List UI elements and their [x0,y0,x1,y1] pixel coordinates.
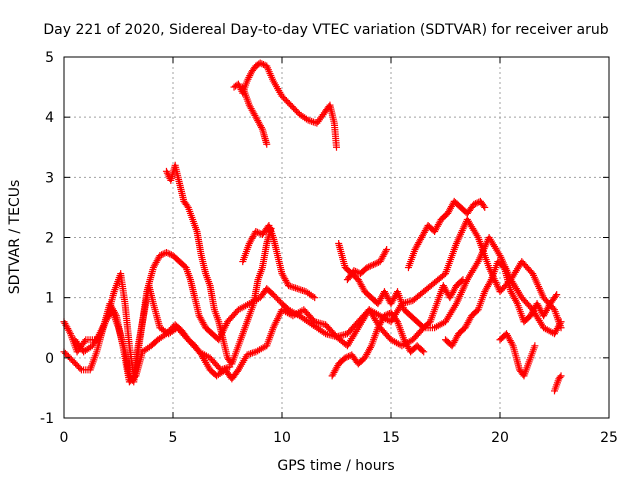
series-track-k [442,258,561,350]
data-point [363,264,371,272]
data-point [480,202,488,210]
y-axis-title: SDTVAR / TECUs [7,180,23,295]
data-point [256,59,264,67]
x-axis-title: GPS time / hours [277,458,394,474]
series-track-i [335,240,467,332]
data-marks [60,59,565,395]
data-point [111,310,119,318]
data-point [470,200,478,208]
data-point [263,140,271,148]
x-tick-label: 5 [169,430,178,446]
data-point [471,200,479,208]
y-tick-label: 3 [45,170,54,186]
data-point [293,285,301,293]
data-point [333,143,340,151]
y-tick-label: 1 [45,291,54,307]
data-point [166,250,174,258]
data-point [156,252,164,260]
data-point [481,203,489,211]
series-track-n [343,246,391,284]
data-point [366,344,374,352]
x-tick-label: 20 [491,430,509,446]
y-tick-labels: -1 0 1 2 3 4 5 [40,50,54,427]
data-point [295,285,303,293]
series-track-m [551,372,565,395]
data-point [458,277,466,285]
y-tick-label: -1 [40,411,54,427]
data-point [552,292,560,300]
data-point [350,267,358,275]
x-tick-label: 15 [382,430,400,446]
data-point [253,228,261,236]
y-tick-label: 0 [45,351,54,367]
y-tick-label: 5 [45,50,54,66]
series-track-h [328,309,428,380]
data-point [557,372,565,380]
x-tick-labels: 0 5 10 15 20 25 [60,430,618,446]
data-point [392,316,400,324]
data-point [297,286,305,294]
data-point [158,251,166,259]
data-point [371,260,379,268]
data-point [420,348,428,356]
data-point [382,247,390,255]
data-point [258,60,266,68]
x-tick-label: 0 [60,430,69,446]
y-tick-label: 4 [45,110,54,126]
data-point [352,267,360,275]
data-point [553,291,561,299]
data-point [373,259,381,267]
data-point [247,350,255,358]
data-point [162,249,170,257]
data-point [418,347,426,355]
series-track-g [239,221,319,302]
data-point [183,202,191,210]
data-point [252,227,260,235]
data-point [486,277,494,285]
series-track-f [239,83,271,148]
data-point [159,250,167,258]
series-track-d [162,161,275,368]
data-point [556,373,564,381]
data-point [383,246,391,254]
y-tick-label: 2 [45,231,54,247]
data-point [382,311,390,319]
data-point [341,354,349,362]
data-point [508,340,516,348]
series-track-c [71,270,234,380]
x-tick-label: 25 [600,430,618,446]
data-point [96,331,104,339]
data-point [311,294,319,302]
series-track-l [496,330,539,380]
data-point [257,123,265,131]
x-tick-label: 10 [273,430,291,446]
series-track-e [230,59,340,151]
data-point [66,328,74,336]
data-point [290,283,298,291]
data-point [459,276,467,284]
data-point [531,342,539,350]
data-point [366,262,374,270]
data-point [259,61,267,69]
data-point [513,298,521,306]
data-point [380,312,388,320]
data-point [549,304,557,312]
data-point [365,263,373,271]
data-point [370,261,378,269]
data-point [343,353,351,361]
data-point [81,338,89,346]
data-point [368,261,376,269]
data-point [76,364,84,372]
series-track-j [404,197,489,272]
data-point [292,284,300,292]
data-point [557,324,565,332]
chart-title: Day 221 of 2020, Sidereal Day-to-day VTE… [43,22,608,38]
data-point [164,249,172,257]
tick-marks [63,56,610,419]
